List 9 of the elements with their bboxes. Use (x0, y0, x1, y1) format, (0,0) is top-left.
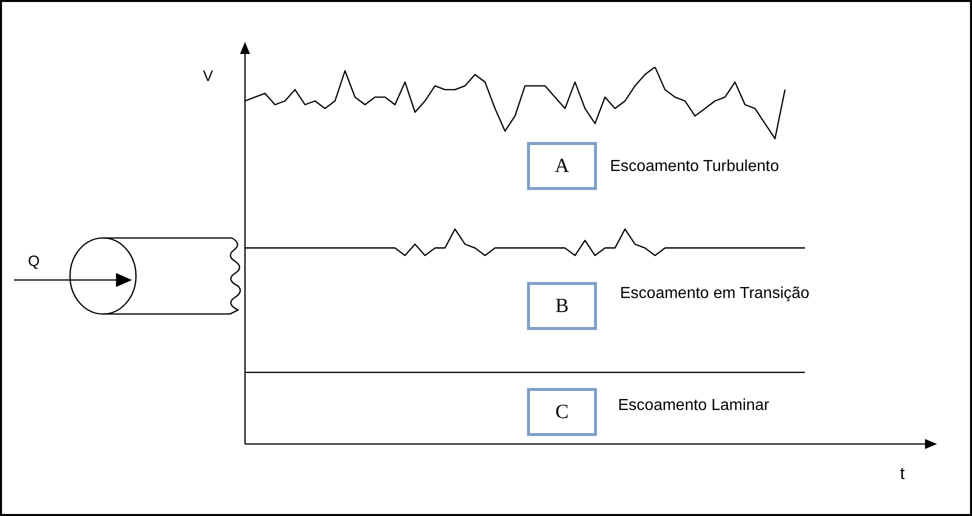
text: Q (28, 253, 40, 270)
annotation: B (527, 282, 597, 330)
y-axis-title: V (203, 68, 214, 85)
x-axis-title: t (900, 464, 905, 484)
annotation: A (527, 142, 597, 190)
series-label: Escoamento Laminar (618, 397, 770, 415)
annotation: C (527, 388, 597, 436)
series-label: Escoamento Turbulento (610, 158, 779, 176)
text: Escoamento em Transição (620, 285, 810, 303)
